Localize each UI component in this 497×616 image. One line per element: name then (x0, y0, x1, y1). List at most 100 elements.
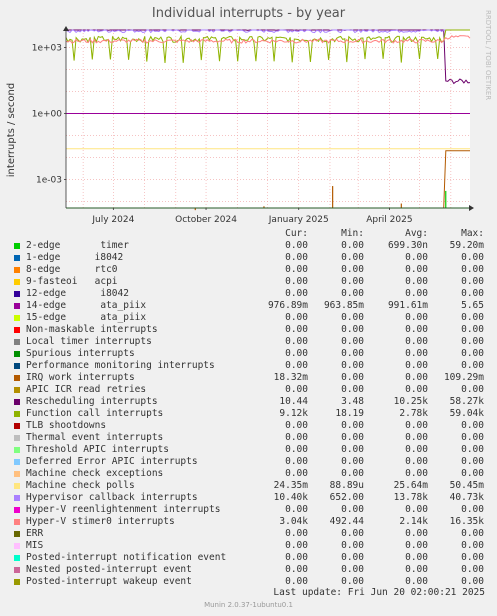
legend-swatch (14, 398, 20, 405)
legend-max: 0.00 (461, 384, 484, 395)
legend-label: Posted-interrupt wakeup event (26, 576, 192, 587)
legend-cur: 0.00 (285, 528, 308, 539)
legend-cur: 0.00 (285, 444, 308, 455)
legend-avg: 0.00 (405, 456, 428, 467)
series-line (65, 35, 471, 44)
legend-swatch (14, 278, 20, 285)
legend-max: 59.04k (449, 408, 484, 419)
legend-avg: 0.00 (405, 312, 428, 323)
legend-avg: 0.00 (405, 348, 428, 359)
legend-max: 0.00 (461, 312, 484, 323)
legend-avg: 2.14k (399, 516, 428, 527)
legend-label: Rescheduling interrupts (26, 396, 158, 407)
legend-max: 5.65 (461, 300, 484, 311)
y-tick-label: 1e-03 (36, 175, 62, 185)
legend-label: Machine check exceptions (26, 468, 164, 479)
legend-label: 14-edge ata_piix (26, 300, 147, 311)
legend-row: 2-edge timer 0.00 0.00 699.30n 59.20m (10, 240, 484, 252)
axes (63, 26, 474, 211)
legend-max: 0.00 (461, 288, 484, 299)
legend-min: 0.00 (341, 432, 364, 443)
legend-max: 0.00 (461, 420, 484, 431)
legend-label: Thermal event interrupts (26, 432, 164, 443)
legend-min: 0.00 (341, 348, 364, 359)
legend-row: Hyper-V reenlightenment interrupts 0.00 0.… (10, 504, 484, 516)
legend-min: 0.00 (341, 276, 364, 287)
plot-background (66, 30, 470, 208)
legend-row: Rescheduling interrupts 10.44 3.48 10.25k 58… (10, 396, 484, 408)
legend-row: Nested posted-interrupt event 0.00 0.00 0.0… (10, 564, 484, 576)
legend-avg: 0.00 (405, 264, 428, 275)
legend-min: 0.00 (341, 576, 364, 587)
legend-avg: 0.00 (405, 564, 428, 575)
legend-label: Spurious interrupts (26, 348, 135, 359)
legend-min: 0.00 (341, 504, 364, 515)
legend-avg: 991.61m (387, 300, 428, 311)
legend-swatch (14, 458, 20, 465)
legend-avg: 0.00 (405, 540, 428, 551)
legend-row: ERR 0.00 0.00 0.00 0.00 (10, 528, 484, 540)
legend-swatch (14, 266, 20, 273)
legend-cur: 18.32m (273, 372, 308, 383)
legend-row: Posted-interrupt notification event 0.00 0… (10, 552, 484, 564)
legend-label: Local timer interrupts (26, 336, 152, 347)
legend-swatch (14, 494, 20, 501)
legend-row: Local timer interrupts 0.00 0.00 0.00 0.00 (10, 336, 484, 348)
legend-min: 963.85m (323, 300, 364, 311)
rrdtool-credit: RRDTOOL / TOBI OETIKER (484, 10, 492, 100)
legend-row: Function call interrupts 9.12k 18.19 2.78k 5… (10, 408, 484, 420)
legend-cur: 0.00 (285, 456, 308, 467)
legend-swatch (14, 254, 20, 261)
legend-row: Thermal event interrupts 0.00 0.00 0.00 0.00 (10, 432, 484, 444)
legend-min: 0.00 (341, 252, 364, 263)
x-tick-label: April 2025 (366, 215, 412, 225)
header-cur: Cur: (285, 228, 308, 239)
legend-swatch (14, 386, 20, 393)
legend-swatch (14, 506, 20, 513)
legend-min: 0.00 (341, 468, 364, 479)
legend-label: TLB shootdowns (26, 420, 107, 431)
legend-label: MIS (26, 540, 44, 551)
legend-swatch (14, 242, 20, 249)
legend-row: Hyper-V stimer0 interrupts 3.04k 492.44 2.1… (10, 516, 484, 528)
legend-avg: 10.25k (393, 396, 428, 407)
legend-min: 492.44 (329, 516, 364, 527)
legend-avg: 0.00 (405, 432, 428, 443)
legend-cur: 24.35m (273, 480, 308, 491)
legend-avg: 0.00 (405, 252, 428, 263)
legend-avg: 0.00 (405, 504, 428, 515)
legend-avg: 0.00 (405, 360, 428, 371)
legend-min: 0.00 (341, 552, 364, 563)
legend-min: 0.00 (341, 456, 364, 467)
legend-swatch (14, 422, 20, 429)
legend-avg: 0.00 (405, 576, 428, 587)
legend-cur: 976.89m (267, 300, 308, 311)
legend-swatch (14, 446, 20, 453)
legend-swatch (14, 302, 20, 309)
legend-row: 12-edge i8042 0.00 0.00 0.00 0.00 (10, 288, 484, 300)
legend-cur: 0.00 (285, 504, 308, 515)
legend-label: 1-edge i8042 (26, 252, 124, 263)
legend-label: ERR (26, 528, 44, 539)
legend-max: 0.00 (461, 348, 484, 359)
legend-cur: 0.00 (285, 540, 308, 551)
legend-row: Spurious interrupts 0.00 0.00 0.00 0.00 (10, 348, 484, 360)
legend-cur: 0.00 (285, 324, 308, 335)
legend-avg: 13.78k (393, 492, 428, 503)
series-line (65, 29, 470, 34)
legend-swatch (14, 530, 20, 537)
legend-avg: 0.00 (405, 288, 428, 299)
legend-table: Cur: Min: Avg: Max: 2-edge timer 0.00 0.00… (10, 228, 484, 588)
legend-avg: 699.30n (387, 240, 428, 251)
legend-cur: 0.00 (285, 564, 308, 575)
y-axis-arrow (63, 26, 69, 31)
legend-max: 0.00 (461, 468, 484, 479)
legend-cur: 0.00 (285, 576, 308, 587)
legend-min: 0.00 (341, 372, 364, 383)
legend-row: 8-edge rtc0 0.00 0.00 0.00 0.00 (10, 264, 484, 276)
legend-label: 9-fasteoi acpi (26, 276, 118, 287)
x-tick-label: October 2024 (175, 215, 237, 225)
legend-min: 0.00 (341, 264, 364, 275)
legend-swatch (14, 374, 20, 381)
header-max: Max: (461, 228, 484, 239)
